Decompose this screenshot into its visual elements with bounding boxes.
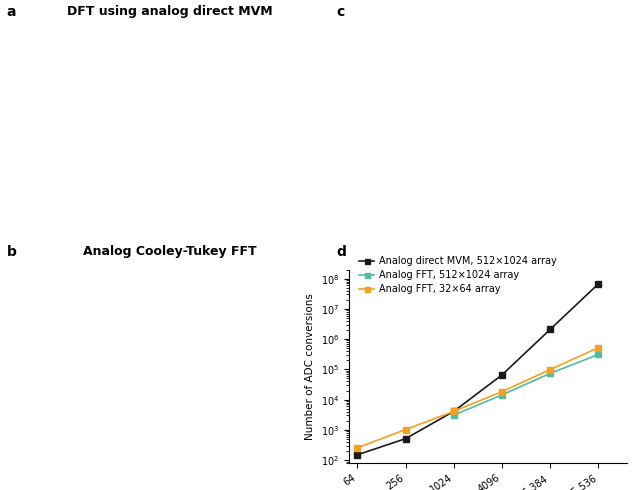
- Text: Analog Cooley-Tukey FFT: Analog Cooley-Tukey FFT: [83, 245, 257, 258]
- Legend: Analog direct MVM, 512×1024 array, Analog FFT, 512×1024 array, Analog FFT, 32×64: Analog direct MVM, 512×1024 array, Analo…: [356, 252, 561, 298]
- Analog FFT, 32×64 array: [402, 427, 410, 433]
- Analog FFT, 512×1024 array: [595, 351, 602, 357]
- Text: d: d: [336, 245, 346, 259]
- Analog FFT, 512×1024 array: [547, 370, 554, 376]
- Text: a: a: [6, 5, 16, 19]
- Analog direct MVM, 512×1024 array: [595, 281, 602, 287]
- Y-axis label: Number of ADC conversions: Number of ADC conversions: [305, 293, 315, 440]
- Analog FFT, 32×64 array: [353, 445, 361, 451]
- Analog FFT, 32×64 array: [547, 367, 554, 372]
- Text: b: b: [6, 245, 16, 259]
- Analog FFT, 32×64 array: [450, 408, 458, 414]
- Analog direct MVM, 512×1024 array: [498, 372, 506, 378]
- Analog FFT, 32×64 array: [595, 344, 602, 350]
- Analog FFT, 32×64 array: [498, 389, 506, 394]
- Text: DFT using analog direct MVM: DFT using analog direct MVM: [67, 5, 273, 18]
- Analog direct MVM, 512×1024 array: [450, 408, 458, 414]
- Analog FFT, 512×1024 array: [450, 412, 458, 418]
- Line: Analog direct MVM, 512×1024 array: Analog direct MVM, 512×1024 array: [354, 280, 602, 458]
- Analog FFT, 512×1024 array: [498, 392, 506, 398]
- Analog direct MVM, 512×1024 array: [547, 326, 554, 332]
- Analog direct MVM, 512×1024 array: [353, 452, 361, 458]
- Analog direct MVM, 512×1024 array: [402, 436, 410, 441]
- Line: Analog FFT, 32×64 array: Analog FFT, 32×64 array: [354, 344, 602, 451]
- Text: c: c: [336, 5, 344, 19]
- Line: Analog FFT, 512×1024 array: Analog FFT, 512×1024 array: [451, 351, 602, 418]
